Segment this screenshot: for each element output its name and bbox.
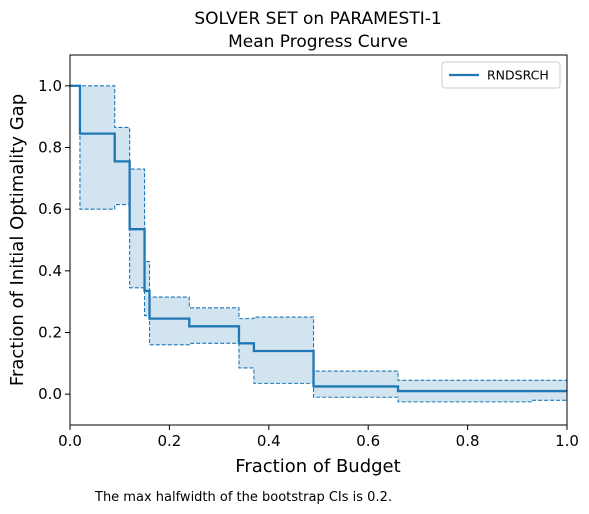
x-tick-label: 1.0 xyxy=(555,432,579,450)
footnote: The max halfwidth of the bootstrap CIs i… xyxy=(94,490,392,505)
x-axis: 0.0 0.2 0.4 0.6 0.8 1.0 xyxy=(58,425,579,450)
y-tick-label: 0.0 xyxy=(38,385,62,403)
y-tick-label: 1.0 xyxy=(38,77,62,95)
y-tick-label: 0.8 xyxy=(38,139,62,157)
x-tick-label: 0.4 xyxy=(257,432,281,450)
x-tick-label: 0.2 xyxy=(157,432,181,450)
series-line-0 xyxy=(70,84,567,393)
x-tick-label: 0.8 xyxy=(456,432,480,450)
chart-title: SOLVER SET on PARAMESTI-1 xyxy=(194,9,441,29)
x-tick-label: 0.6 xyxy=(356,432,380,450)
legend-label: RNDSRCH xyxy=(487,68,549,83)
ci-lower-line-0 xyxy=(70,85,567,403)
y-tick-label: 0.4 xyxy=(38,262,62,280)
ci-band-0 xyxy=(70,85,567,402)
y-axis-label: Fraction of Initial Optimality Gap xyxy=(7,94,28,386)
y-tick-label: 0.2 xyxy=(38,324,62,342)
ci-upper-line-0 xyxy=(70,85,567,381)
plot-area xyxy=(70,84,567,403)
plot-frame xyxy=(69,54,568,426)
y-axis: 0.0 0.2 0.4 0.6 0.8 1.0 xyxy=(38,77,70,403)
x-axis-label: Fraction of Budget xyxy=(235,456,400,477)
legend-box xyxy=(441,61,561,89)
x-tick-label: 0.0 xyxy=(58,432,82,450)
chart-subtitle: Mean Progress Curve xyxy=(228,32,408,52)
legend: RNDSRCH xyxy=(441,61,561,89)
y-tick-label: 0.6 xyxy=(38,200,62,218)
